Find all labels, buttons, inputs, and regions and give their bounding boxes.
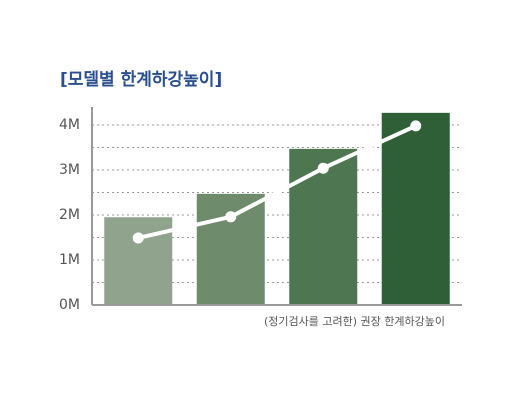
line	[137, 124, 417, 240]
bar	[289, 148, 358, 305]
bar	[381, 112, 450, 305]
y-tick-label: 1M	[59, 252, 80, 268]
line-marker	[317, 162, 329, 174]
line-marker	[132, 232, 144, 244]
line-marker	[225, 211, 237, 223]
bar	[196, 193, 265, 305]
y-tick-label: 3M	[59, 162, 80, 178]
line-marker	[410, 120, 422, 132]
y-tick-label: 0M	[59, 297, 80, 313]
y-tick-label: 4M	[59, 117, 80, 133]
x-axis-label: (정기검사를 고려한) 권장 한계하강높이	[264, 314, 445, 328]
bar	[104, 217, 173, 305]
y-tick-label: 2M	[59, 207, 80, 223]
chart-title: [모델별 한계하강높이]	[60, 69, 222, 90]
